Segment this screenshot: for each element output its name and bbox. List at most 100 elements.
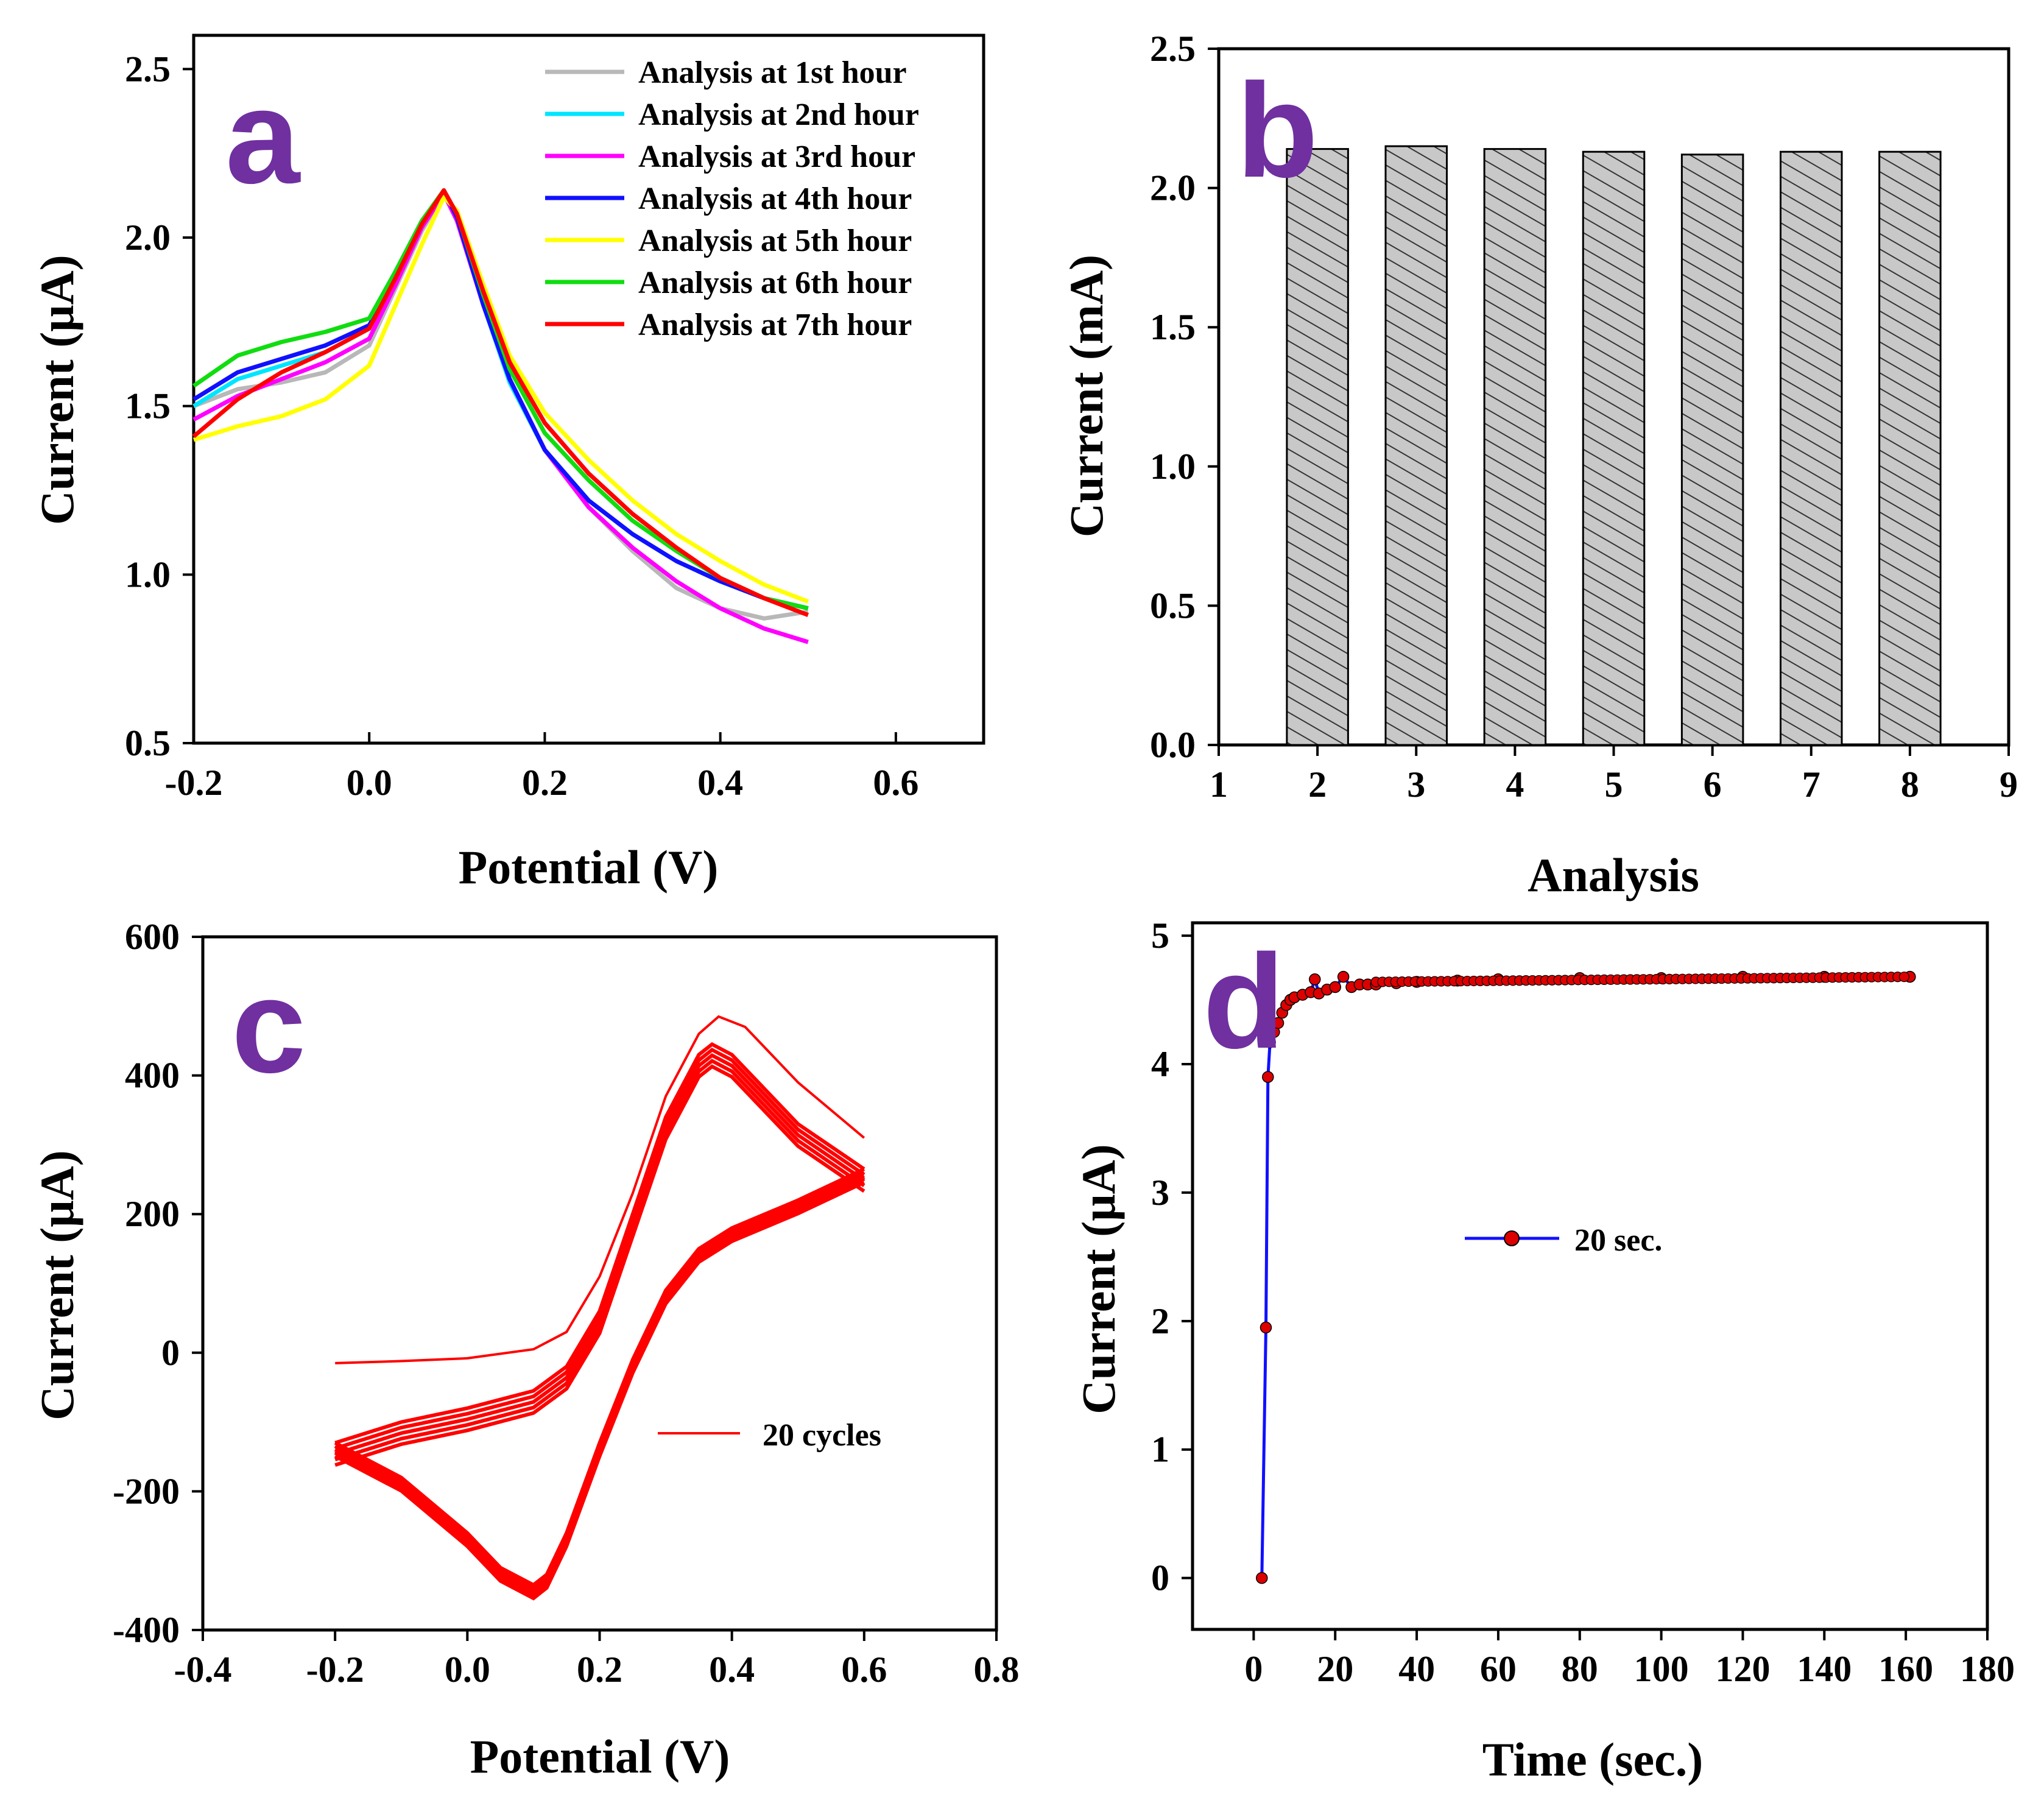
- plot-area: [192, 34, 985, 745]
- y-tick-label: 5: [1151, 916, 1169, 956]
- x-tick-label: 0.6: [873, 763, 918, 803]
- data-point: [1898, 972, 1910, 983]
- x-tick-label: 120: [1715, 1649, 1770, 1689]
- data-point: [1260, 1321, 1272, 1334]
- bar-2: [1286, 148, 1349, 746]
- x-tick-label: 40: [1398, 1649, 1435, 1689]
- legend: 20 cycles: [658, 1418, 881, 1453]
- x-tick-label: 0.6: [841, 1650, 887, 1690]
- x-tick-label: 60: [1480, 1649, 1517, 1689]
- x-axis-label: Potential (V): [459, 841, 719, 894]
- panel-letter: d: [1203, 926, 1285, 1076]
- x-axis-label: Analysis: [1528, 849, 1699, 902]
- y-tick-label: 0.5: [125, 723, 171, 763]
- legend-label: Analysis at 6th hour: [638, 266, 912, 300]
- x-tick-label: 0.4: [697, 763, 743, 803]
- y-tick-label: -400: [113, 1610, 180, 1650]
- legend-label: 20 sec.: [1574, 1223, 1662, 1258]
- panel-d: 0 20 40 60 80 100 120 140 160 180 0 1 2 3 4 5 d 20 sec.…: [1072, 916, 2015, 1786]
- x-tick-label: 6: [1704, 764, 1722, 805]
- x-tick-label: 0.2: [522, 763, 568, 803]
- x-tick-label: 0: [1244, 1649, 1263, 1689]
- y-tick-label: 2.0: [125, 217, 171, 258]
- bar-3: [1384, 145, 1448, 746]
- data-point: [1272, 1017, 1285, 1029]
- legend-label: Analysis at 5th hour: [638, 224, 912, 258]
- bar-8: [1878, 150, 1942, 746]
- bar-4: [1483, 148, 1547, 746]
- x-tick-label: 0.8: [974, 1650, 1020, 1690]
- cv-cycle-forward: [334, 1064, 865, 1467]
- x-tick-label: -0.2: [306, 1650, 364, 1690]
- x-tick-label: 8: [1901, 764, 1919, 805]
- x-tick-label: 7: [1802, 764, 1820, 805]
- series-group: [1256, 970, 1916, 1584]
- series-line-7: [192, 188, 809, 617]
- cv-cycle-reverse: [334, 1170, 865, 1591]
- x-tick-label: 100: [1634, 1649, 1689, 1689]
- y-tick-label: 0.0: [1150, 725, 1196, 765]
- x-axis-label: Time (sec.): [1482, 1733, 1703, 1786]
- plot-area: [201, 935, 998, 1632]
- x-tick-label: 0.0: [347, 763, 392, 803]
- legend-label: Analysis at 2nd hour: [638, 97, 919, 132]
- legend-label: Analysis at 3rd hour: [638, 139, 915, 174]
- x-tick-label: 9: [2000, 764, 2018, 805]
- cv-cycle-reverse: [334, 1177, 865, 1597]
- x-tick-label: -0.4: [174, 1650, 232, 1690]
- data-point: [1262, 1071, 1274, 1083]
- y-tick-label: -200: [113, 1471, 180, 1511]
- plot-area: [1191, 921, 1989, 1631]
- y-axis-label: Current (μA): [30, 1150, 83, 1420]
- y-tick-label: 200: [125, 1194, 180, 1234]
- panel-c: -0.4 -0.2 0.0 0.2 0.4 0.6 0.8 -400 -200 0 200 400 60…: [30, 917, 1020, 1783]
- panel-letter: c: [231, 951, 306, 1101]
- data-point: [1264, 1036, 1276, 1048]
- x-tick-label: 4: [1506, 764, 1524, 805]
- series-group: [192, 188, 809, 644]
- panel-a: -0.2 0.0 0.2 0.4 0.6 0.5 1.0 1.5 2.0 2.5 a Analys…: [30, 34, 985, 894]
- panel-letter: a: [225, 62, 301, 211]
- x-tick-label: 140: [1797, 1649, 1852, 1689]
- legend-label: Analysis at 1st hour: [638, 55, 907, 90]
- x-axis-label: Potential (V): [470, 1730, 730, 1783]
- panel-letter: b: [1236, 55, 1318, 205]
- x-tick-label: 2: [1308, 764, 1327, 805]
- x-tick-label: 160: [1878, 1649, 1933, 1689]
- legend-label: Analysis at 4th hour: [638, 182, 912, 216]
- legend-label: 20 cycles: [763, 1418, 881, 1453]
- x-tick-label: 0.4: [709, 1650, 755, 1690]
- y-axis-label: Current (mA): [1060, 255, 1113, 537]
- cv-cycle-reverse: [334, 1174, 865, 1594]
- y-tick-label: 0: [1151, 1558, 1169, 1598]
- x-tick-label: 5: [1605, 764, 1623, 805]
- y-tick-label: 1: [1151, 1430, 1169, 1470]
- legend: Analysis at 1st hour Analysis at 2nd hour…: [545, 55, 919, 342]
- y-tick-label: 0.5: [1150, 585, 1196, 626]
- y-tick-label: 400: [125, 1056, 180, 1096]
- bars-group: [1286, 145, 1942, 746]
- legend-marker: [1504, 1230, 1520, 1246]
- x-tick-label: 0.2: [577, 1650, 622, 1690]
- x-tick-label: 80: [1562, 1649, 1598, 1689]
- data-point: [1309, 973, 1321, 986]
- y-tick-label: 600: [125, 917, 180, 957]
- cv-cycle-reverse: [334, 1180, 865, 1601]
- bar-7: [1779, 150, 1843, 746]
- y-axis-label: Current (μA): [30, 255, 83, 525]
- x-tick-label: 0.0: [445, 1650, 490, 1690]
- bar-5: [1582, 150, 1646, 746]
- y-tick-label: 2: [1151, 1301, 1169, 1341]
- x-tick-label: 180: [1960, 1649, 2015, 1689]
- y-tick-label: 0: [161, 1333, 180, 1373]
- y-tick-label: 1.0: [125, 554, 171, 595]
- y-tick-label: 1.5: [125, 386, 171, 426]
- cv-cycle-forward: [334, 1042, 865, 1445]
- panel-b: 1 2 3 4 5 6 7 8 9 0.0 0.5 1.0 1.5 2.0 2.5 b Analysis C…: [1060, 29, 2018, 902]
- y-tick-label: 1.5: [1150, 307, 1196, 347]
- y-tick-label: 2.5: [1150, 29, 1196, 69]
- ca-line: [1260, 974, 1910, 1578]
- x-tick-label: 3: [1407, 764, 1425, 805]
- legend: 20 sec.: [1465, 1223, 1662, 1258]
